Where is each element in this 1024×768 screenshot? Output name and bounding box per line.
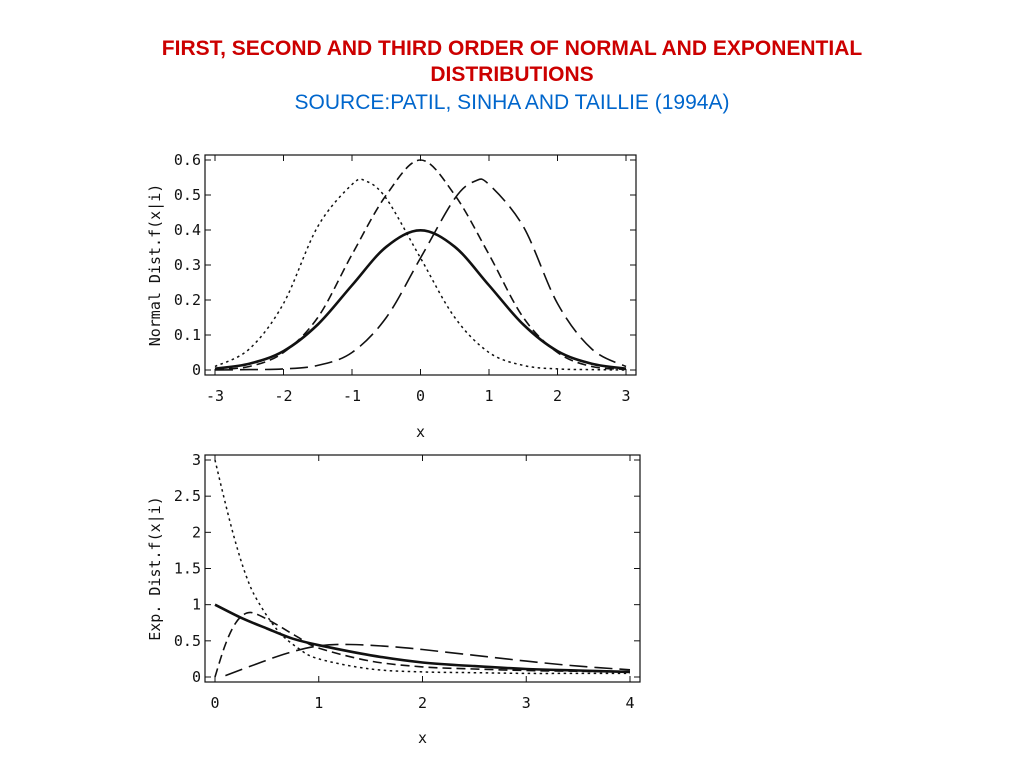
normal-y-axis-label: Normal Dist.f(x|i)	[146, 184, 164, 347]
normal-ytick-label: 0.6	[174, 151, 201, 169]
exp-xtick-label: 4	[625, 694, 634, 712]
exp-series-dashed-line	[214, 611, 631, 678]
exp-xtick-label: 1	[314, 694, 323, 712]
normal-series-dashed-line	[214, 159, 627, 371]
normal-xtick-label: 1	[484, 387, 493, 405]
normal-xtick-label: 3	[621, 387, 630, 405]
normal-xtick-label: 0	[416, 387, 425, 405]
exp-y-axis-label: Exp. Dist.f(x|i)	[146, 496, 164, 641]
exp-series-dotted-line	[214, 459, 630, 675]
normal-series-longdash-line	[214, 178, 627, 371]
exp-series-solid-line	[214, 603, 631, 674]
exp-xtick-label: 0	[210, 694, 219, 712]
slide-title: FIRST, SECOND AND THIRD ORDER OF NORMAL …	[0, 36, 1024, 116]
exp-series-longdash-line	[225, 643, 631, 677]
normal-xtick-label: -2	[274, 387, 292, 405]
exp-plot-frame	[204, 454, 641, 683]
source-citation: SOURCE:PATIL, SINHA AND TAILLIE (1994A)	[294, 91, 730, 114]
normal-ytick-label: 0.4	[174, 221, 201, 239]
normal-ytick-label: 0.3	[174, 256, 201, 274]
exp-ytick-label: 0.5	[174, 632, 201, 650]
exp-ytick-label: 3	[192, 451, 201, 469]
normal-ytick-label: 0.1	[174, 326, 201, 344]
normal-xtick-label: -3	[206, 387, 224, 405]
normal-plot-frame	[204, 154, 637, 376]
normal-distribution-chart: 0 0.1 0.2 0.3 0.4 0.5 0.6 -3 -2 -1 0 1 2 3 x Normal Dis…	[146, 151, 637, 441]
exp-x-axis-label: x	[418, 729, 427, 747]
normal-series-dotted-line	[214, 178, 627, 371]
exp-ytick-label: 0	[192, 668, 201, 686]
normal-ytick-label: 0	[192, 361, 201, 379]
exp-xtick-label: 2	[418, 694, 427, 712]
exp-ytick-label: 2	[192, 523, 201, 541]
title-line-2: DISTRIBUTIONS	[430, 63, 594, 86]
title-line-1: FIRST, SECOND AND THIRD ORDER OF NORMAL …	[161, 37, 863, 60]
normal-ytick-label: 0.2	[174, 291, 201, 309]
normal-xtick-label: -1	[343, 387, 361, 405]
normal-series-solid-line	[214, 228, 627, 370]
exp-ytick-label: 1.5	[174, 560, 201, 578]
normal-x-axis-label: x	[416, 423, 425, 441]
normal-ytick-label: 0.5	[174, 186, 201, 204]
exp-ytick-label: 2.5	[174, 487, 201, 505]
exp-xtick-label: 3	[522, 694, 531, 712]
normal-xtick-label: 2	[553, 387, 562, 405]
exp-ytick-label: 1	[192, 596, 201, 614]
exponential-distribution-chart: 0 0.5 1 1.5 2 2.5 3 0 1 2 3 4 x Exp. Dist.f(x|i)	[146, 451, 641, 747]
